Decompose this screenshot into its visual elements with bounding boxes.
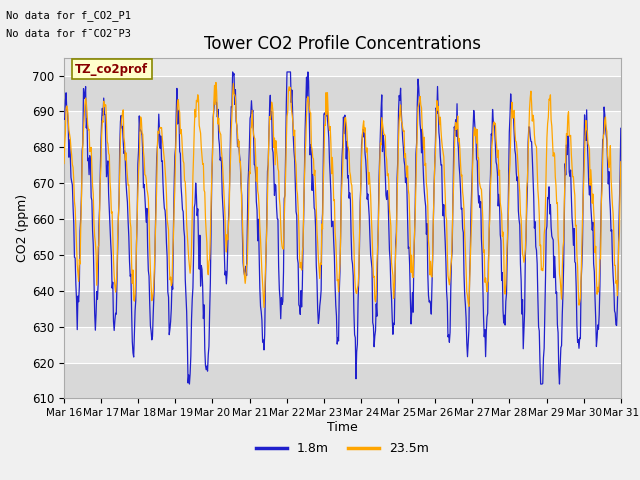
Text: No data for f¯CO2¯P3: No data for f¯CO2¯P3: [6, 29, 131, 39]
Text: TZ_co2prof: TZ_co2prof: [75, 63, 148, 76]
Bar: [64, 40, 621, 75]
Bar: [64, 219, 621, 255]
Title: Tower CO2 Profile Concentrations: Tower CO2 Profile Concentrations: [204, 35, 481, 53]
Legend: 1.8m, 23.5m: 1.8m, 23.5m: [251, 437, 434, 460]
Bar: [64, 362, 621, 398]
X-axis label: Time: Time: [327, 421, 358, 434]
Text: No data for f_CO2_P1: No data for f_CO2_P1: [6, 10, 131, 21]
Bar: [64, 147, 621, 183]
Y-axis label: CO2 (ppm): CO2 (ppm): [16, 194, 29, 262]
Bar: [64, 327, 621, 362]
Bar: [64, 291, 621, 327]
Bar: [64, 111, 621, 147]
Bar: [64, 75, 621, 111]
Bar: [64, 255, 621, 291]
Bar: [64, 183, 621, 219]
